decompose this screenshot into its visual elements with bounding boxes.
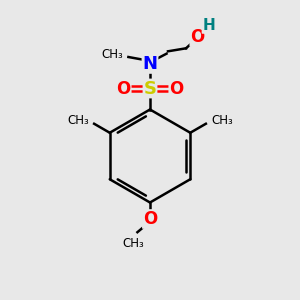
- Text: H: H: [202, 18, 215, 33]
- Text: O: O: [190, 28, 205, 46]
- Text: N: N: [142, 55, 158, 73]
- Text: O: O: [143, 210, 157, 228]
- Text: CH₃: CH₃: [67, 114, 89, 127]
- Text: CH₃: CH₃: [211, 114, 233, 127]
- Text: O: O: [169, 80, 184, 98]
- Text: O: O: [116, 80, 131, 98]
- Text: CH₃: CH₃: [122, 237, 144, 250]
- Text: S: S: [143, 80, 157, 98]
- Text: CH₃: CH₃: [101, 48, 123, 61]
